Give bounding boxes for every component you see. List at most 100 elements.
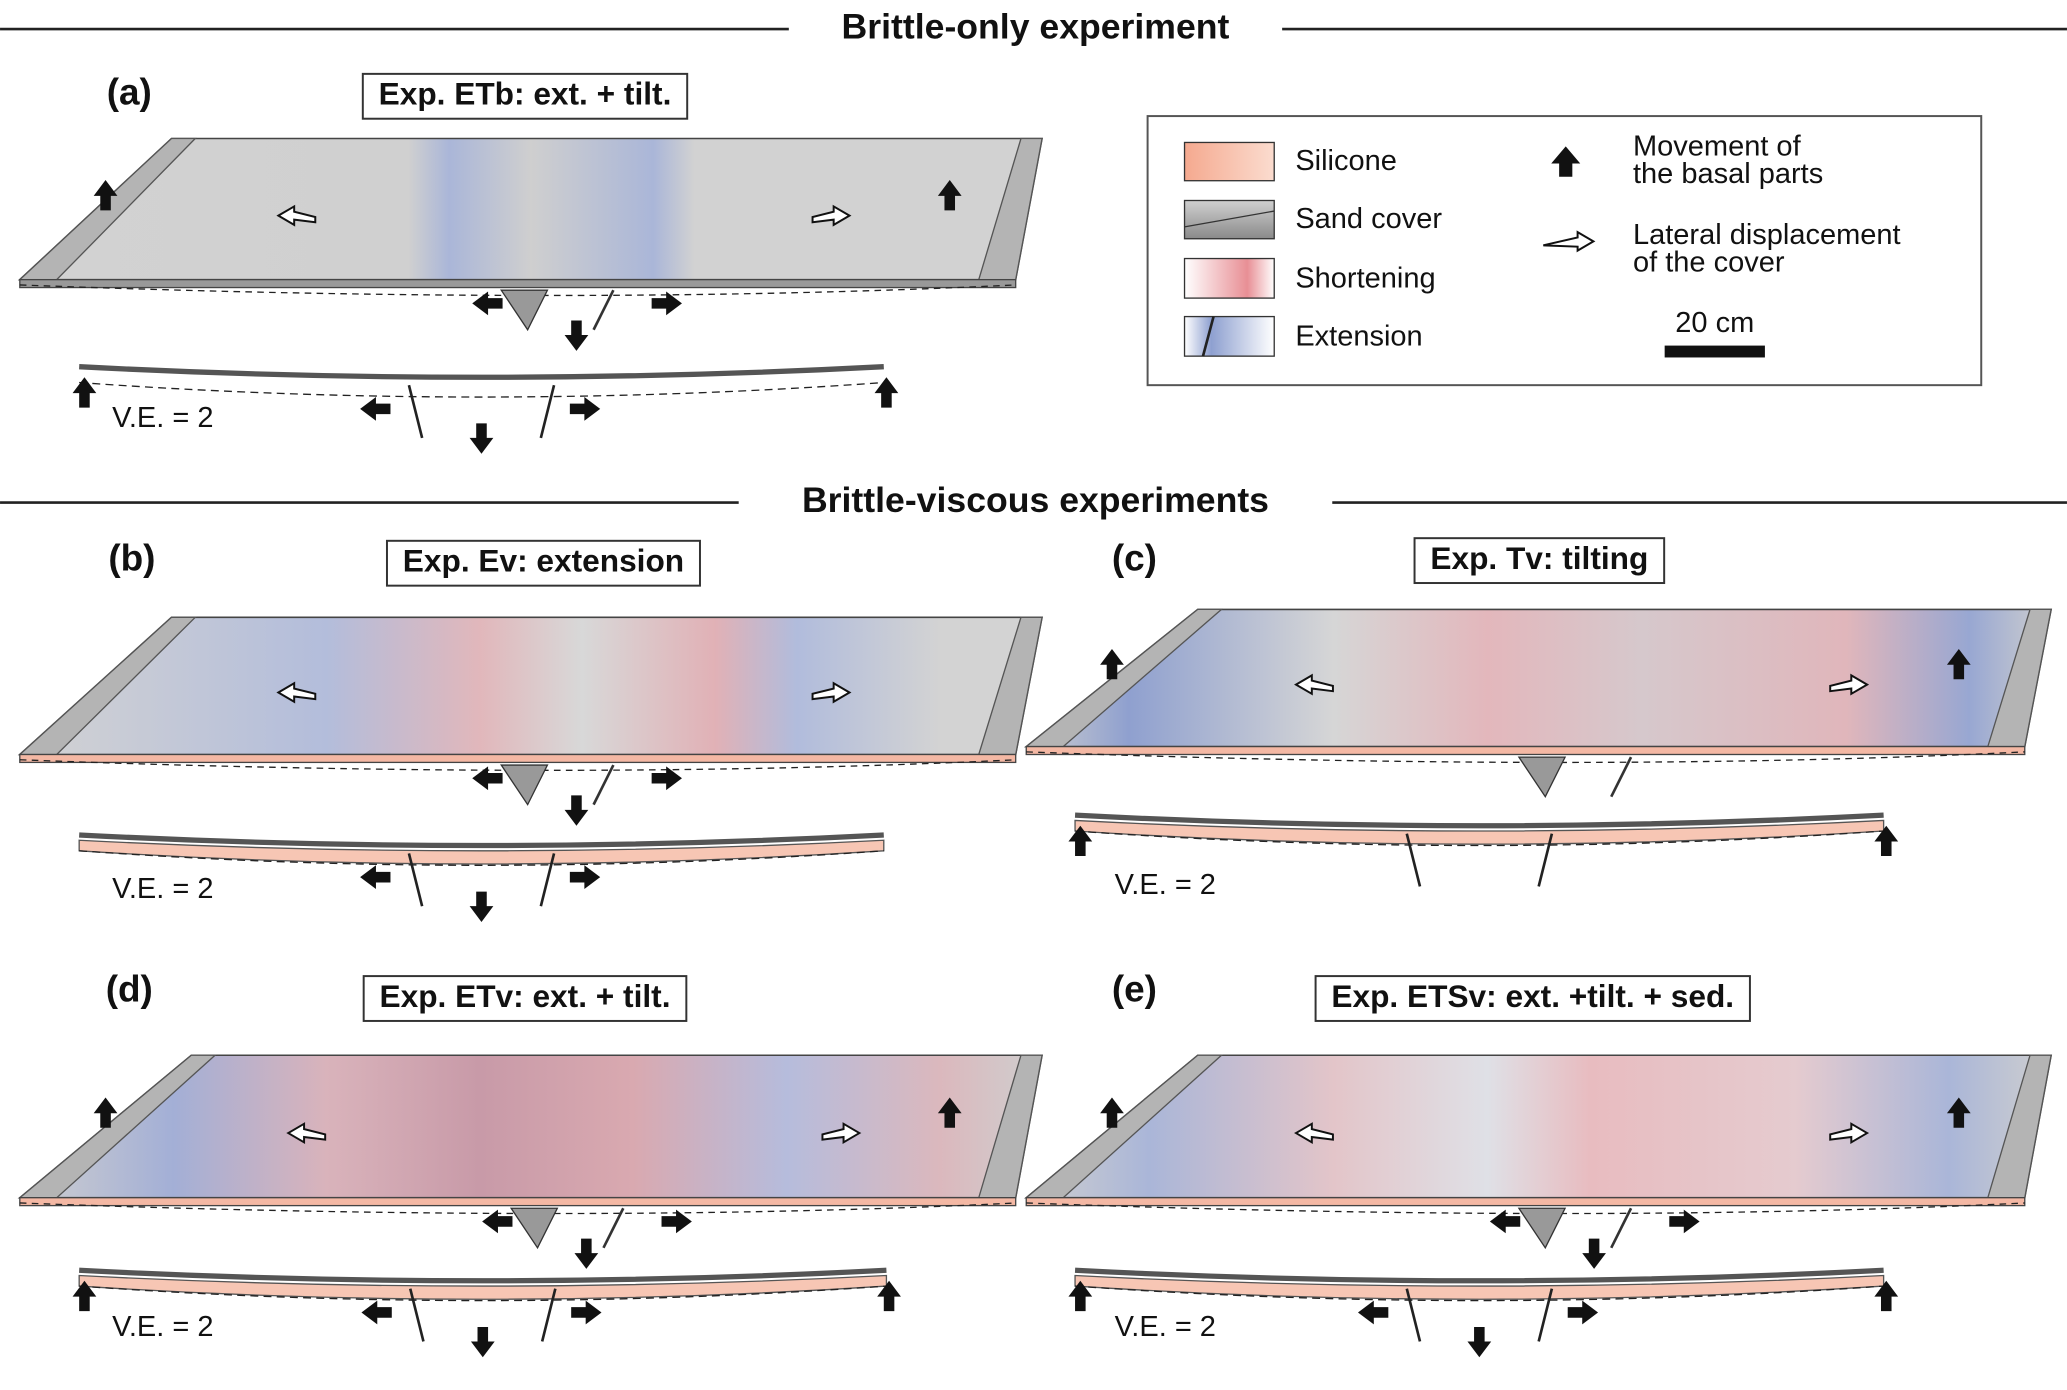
title-box [385,539,701,587]
side-arrow [360,865,391,890]
ve-label: V.E. = 2 [112,1311,213,1343]
fault-wedge [1517,1207,1567,1250]
legend: Silicone Sand cover Shortening Extension… [1146,115,1983,387]
side-arrow [651,766,682,791]
legend-label: Silicone [1295,145,1397,177]
swatch-line [1201,316,1215,357]
panel-label: (b) [108,537,155,578]
side-arrow [472,291,503,316]
panel-title: Exp. ETb: ext. + tilt. [379,76,672,112]
legend-label: Lateral displacement [1633,219,1901,251]
slab-front [1025,1197,2026,1207]
fault-line [602,1207,625,1249]
side-arrow [569,397,601,421]
panel: (c) Exp. Tv: tilting V.E. = 2 [1023,537,2053,901]
section-fault [1537,833,1554,887]
title-box [1314,975,1751,1022]
displacement-arrow [1829,673,1870,696]
section-base [79,381,884,398]
up-arrow [1946,1097,1971,1128]
up-arrow [1100,648,1124,680]
up-arrow [877,1280,901,1312]
down-arrow [564,320,589,351]
side-arrow [661,1209,692,1234]
section-base [1075,1285,1884,1302]
section-fault [539,853,556,907]
swatch [1183,141,1275,182]
legend-label: of the cover [1633,246,1785,278]
up-arrow [72,377,97,408]
section-cover [79,832,884,849]
up-arrow [72,1280,97,1312]
down-arrow [1467,1326,1492,1358]
displacement-arrow [811,681,852,704]
down-arrow [1582,1238,1606,1269]
legend-label: Sand cover [1295,203,1442,235]
fault-line [592,764,615,806]
ve-label: V.E. = 2 [112,873,213,905]
panel: (d) Exp. ETv: ext. + tilt. V.E. = 2 [17,969,1044,1358]
fault-line [592,289,615,331]
section-cover [79,1267,887,1284]
section-fault [1405,833,1422,887]
displacement-arrow [276,204,317,227]
base-line [19,759,1016,771]
section-cover [1074,1267,1884,1284]
section-title: Brittle-viscous experiments [802,480,1269,520]
section-fault [540,1288,557,1342]
displacement-arrow [1829,1122,1870,1145]
section-base [1075,830,1884,847]
side-arrow [1567,1300,1599,1325]
fault-wedge [500,289,549,332]
up-arrow [93,1097,118,1128]
up-arrow [937,180,962,211]
down-arrow [469,891,494,923]
scale-bar [1664,345,1765,358]
section-fault [407,384,424,439]
side-arrow [1489,1209,1521,1234]
fault-wedge [509,1207,559,1250]
fault-line [1610,1207,1633,1249]
fault-line [1610,756,1633,798]
legend-label: Extension [1295,320,1422,352]
section-cover [1074,812,1884,829]
down-arrow [564,795,589,826]
down-arrow [469,423,494,454]
legend-label: the basal parts [1633,158,1823,190]
panel: (e) Exp. ETSv: ext. +tilt. + sed. V.E. = 2 [1024,969,2053,1358]
down-arrow [574,1238,599,1269]
up-arrow [1946,648,1971,680]
legend-label: Shortening [1295,262,1435,294]
panel-label: (a) [107,72,152,113]
section-fault [407,853,424,907]
title-box [361,72,689,120]
displacement-arrow [1294,673,1334,696]
displacement-arrow [811,204,852,227]
swatch [1183,257,1275,299]
side-arrow [361,1300,392,1325]
legend-label: Movement of [1633,130,1802,162]
side-arrow [651,291,682,316]
panel-label: (e) [1112,969,1157,1010]
up-arrow [937,1097,962,1128]
down-arrow [470,1326,495,1358]
up-arrow [1068,825,1093,857]
displacement-arrow [276,681,317,704]
arrow-icon [1543,230,1596,253]
section-cover [79,364,884,380]
section-fault [1537,1288,1554,1342]
panel-title: Exp. ETv: ext. + tilt. [380,978,671,1014]
section-fault [1405,1288,1422,1342]
section-base [79,850,884,866]
side-arrow [571,1300,602,1325]
side-arrow [482,1209,513,1234]
panels: (a) Exp. ETb: ext. + tilt. V.E. = 2 (b) Exp.… [17,72,2053,1358]
slab-front [19,753,1017,764]
ve-label: V.E. = 2 [1115,869,1216,901]
panel-label: (c) [1112,537,1157,578]
panel-title: Exp. Ev: extension [403,543,684,579]
side-arrow [569,865,601,890]
up-arrow [1874,825,1899,857]
side-arrow [472,766,503,791]
